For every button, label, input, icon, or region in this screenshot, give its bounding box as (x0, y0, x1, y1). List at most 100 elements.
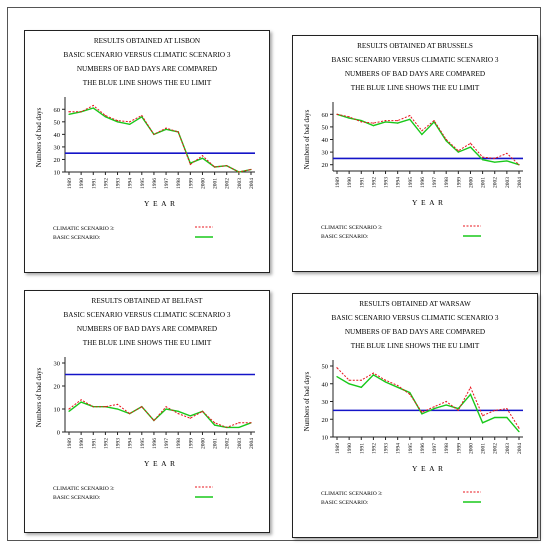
series-line-climatic (69, 104, 252, 173)
data-point-climatic (336, 367, 338, 369)
data-point-basic (494, 416, 496, 419)
x-tick-label: 1999 (456, 177, 462, 188)
data-point-basic (384, 121, 387, 123)
data-point-climatic (80, 111, 82, 113)
data-point-basic (348, 383, 350, 385)
y-axis-label: Numbers of bad days (35, 107, 43, 167)
data-point-basic (469, 146, 472, 148)
x-tick-label: 2000 (468, 443, 474, 454)
x-tick-label: 2004 (517, 177, 523, 188)
data-point-climatic (141, 406, 143, 408)
data-point-climatic (226, 165, 228, 167)
y-tick-label: 50 (54, 119, 61, 126)
data-point-basic (482, 422, 484, 424)
x-tick-label: 1989 (67, 178, 73, 189)
data-point-basic (372, 125, 374, 127)
x-tick-label: 1994 (396, 443, 402, 454)
data-point-climatic (141, 114, 143, 117)
x-tick-label: 2004 (249, 178, 255, 189)
x-tick-label: 1991 (359, 177, 365, 188)
data-point-basic (506, 160, 508, 162)
data-point-climatic (457, 150, 459, 152)
data-point-basic (68, 410, 70, 412)
data-point-climatic (518, 164, 520, 166)
data-point-basic (177, 410, 179, 412)
data-point-basic (433, 121, 435, 123)
data-point-climatic (348, 116, 350, 118)
data-point-climatic (384, 120, 387, 122)
x-tick-label: 1995 (408, 443, 414, 454)
data-point-basic (116, 121, 119, 123)
x-tick-label: 1997 (164, 438, 170, 449)
data-point-basic (518, 431, 520, 433)
chart-panel-warsaw: RESULTS OBTAINED AT WARSAW BASIC SCENARIO… (292, 293, 538, 538)
x-tick-label: 2000 (468, 177, 474, 188)
data-point-basic (445, 404, 447, 406)
data-point-basic (214, 424, 216, 426)
x-tick-label: 1992 (103, 178, 109, 189)
y-tick-label: 20 (54, 157, 61, 164)
y-tick-label: 10 (54, 170, 61, 177)
chart-title: RESULTS OBTAINED AT BELFAST (92, 297, 204, 305)
data-point-climatic (518, 427, 520, 429)
x-tick-label: 1993 (384, 443, 390, 454)
x-tick-label: 1989 (335, 177, 341, 188)
subtitle-line-3: NUMBERS OF BAD DAYS ARE COMPARED (77, 65, 217, 73)
data-point-climatic (92, 104, 94, 107)
data-point-basic (482, 159, 484, 161)
data-point-basic (409, 392, 411, 394)
data-point-climatic (68, 111, 70, 113)
x-tick-label: 2000 (200, 178, 206, 189)
chart-panel-belfast: RESULTS OBTAINED AT BELFAST BASIC SCENARI… (24, 290, 270, 533)
data-point-climatic (153, 133, 155, 135)
y-tick-label: 30 (322, 399, 329, 406)
data-point-basic (445, 140, 447, 142)
x-tick-label: 1994 (396, 177, 402, 188)
data-point-climatic (226, 426, 228, 428)
data-point-basic (469, 393, 472, 395)
data-point-basic (80, 401, 82, 403)
x-tick-label: 1990 (347, 443, 353, 454)
y-tick-label: 20 (54, 384, 61, 391)
subtitle-line-4: THE BLUE LINE SHOWS THE EU LIMIT (351, 84, 480, 92)
y-tick-label: 60 (54, 107, 61, 114)
series-line-climatic (336, 367, 520, 429)
data-point-climatic (506, 152, 508, 154)
x-axis-label: Y E A R (412, 198, 444, 207)
x-tick-label: 1996 (420, 177, 426, 188)
data-point-climatic (348, 379, 350, 381)
y-tick-label: 10 (54, 407, 61, 414)
data-point-climatic (214, 422, 216, 424)
data-point-climatic (469, 386, 472, 388)
x-tick-label: 2003 (237, 178, 243, 189)
series-line-basic (68, 107, 252, 173)
y-tick-label: 40 (54, 132, 61, 139)
x-tick-label: 1991 (359, 443, 365, 454)
x-tick-label: 1998 (176, 438, 182, 449)
subtitle-line-3: NUMBERS OF BAD DAYS ARE COMPARED (77, 325, 217, 333)
subtitle-line-2: BASIC SCENARIO VERSUS CLIMATIC SCENARIO … (332, 314, 499, 322)
x-tick-label: 1995 (140, 178, 146, 189)
x-tick-label: 2002 (493, 443, 499, 454)
x-tick-label: 1997 (432, 443, 438, 454)
x-tick-label: 2002 (225, 438, 231, 449)
data-point-climatic (409, 114, 411, 117)
x-axis-label: Y E A R (412, 464, 444, 473)
legend-label-climatic: CLIMATIC SCENARIO 3: (321, 225, 383, 231)
data-point-basic (201, 157, 204, 159)
x-tick-label: 1993 (384, 177, 390, 188)
y-axis-label: Numbers of bad days (35, 367, 43, 427)
data-point-basic (92, 107, 94, 109)
data-point-basic (409, 118, 411, 120)
x-tick-label: 2003 (237, 438, 243, 449)
data-point-climatic (177, 131, 179, 133)
data-point-climatic (116, 403, 119, 405)
data-point-climatic (80, 399, 82, 401)
x-tick-label: 1992 (103, 438, 109, 449)
data-point-climatic (494, 409, 496, 411)
subtitle-line-2: BASIC SCENARIO VERSUS CLIMATIC SCENARIO … (64, 51, 231, 59)
subtitle-line-4: THE BLUE LINE SHOWS THE EU LIMIT (83, 339, 212, 347)
x-tick-label: 2004 (517, 443, 523, 454)
series-line-basic (336, 374, 520, 433)
data-point-climatic (92, 406, 94, 408)
